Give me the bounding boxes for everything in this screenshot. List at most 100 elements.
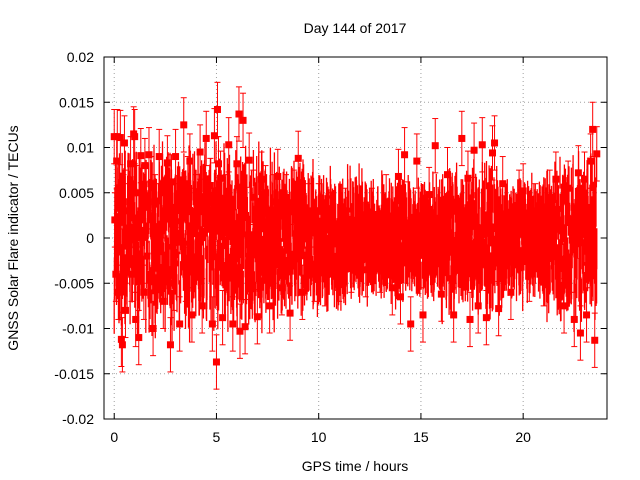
square-marker (128, 270, 136, 278)
data-point (470, 122, 478, 178)
square-marker (121, 306, 129, 314)
data-point (341, 187, 349, 244)
square-marker (235, 110, 243, 118)
data-point (466, 291, 474, 348)
square-marker (327, 216, 335, 224)
square-marker (507, 288, 515, 296)
square-marker (593, 150, 601, 158)
square-marker (270, 198, 278, 206)
data-point (425, 166, 433, 223)
data-point (151, 174, 159, 230)
data-point (222, 174, 230, 230)
square-marker (229, 320, 237, 328)
data-point (282, 174, 290, 230)
data-point (159, 273, 167, 329)
square-marker (172, 153, 180, 161)
data-point (180, 97, 188, 153)
square-marker (136, 216, 144, 224)
square-marker (233, 160, 241, 168)
data-point (235, 86, 243, 142)
data-point (137, 127, 145, 184)
square-marker (294, 154, 302, 162)
square-marker (236, 327, 244, 335)
square-marker (188, 311, 196, 319)
square-marker (241, 323, 249, 331)
square-marker (120, 139, 128, 147)
y-tick-labels: -0.02 -0.015 -0.01 -0.005 0 0.005 0.01 0.015 0.0… (54, 49, 94, 427)
square-marker (591, 336, 599, 344)
square-marker (515, 193, 523, 201)
square-marker (388, 284, 396, 292)
data-point (202, 110, 210, 167)
data-point (213, 81, 221, 138)
data-point (388, 260, 396, 316)
square-marker (401, 151, 409, 159)
square-marker (495, 305, 503, 313)
data-point (458, 110, 466, 167)
square-marker (413, 157, 421, 165)
data-point (225, 117, 233, 173)
square-marker (396, 293, 404, 301)
square-marker (274, 172, 282, 180)
data-point (482, 289, 490, 346)
square-marker (470, 146, 478, 154)
square-marker (488, 149, 496, 157)
data-point (118, 317, 126, 373)
data-point (570, 291, 578, 348)
square-marker (210, 132, 218, 140)
x-tick-label: 10 (311, 429, 327, 445)
square-marker (574, 169, 582, 177)
data-point (431, 118, 439, 174)
data-point (120, 115, 128, 171)
data-point (394, 148, 402, 205)
y-tick-label: -0.015 (54, 366, 94, 382)
square-marker (560, 302, 568, 310)
data-point (186, 133, 194, 189)
square-marker (482, 314, 490, 322)
square-marker (159, 297, 167, 305)
square-marker (552, 175, 560, 183)
square-marker (311, 270, 319, 278)
data-point (206, 157, 214, 214)
square-marker (425, 191, 433, 199)
square-marker (132, 315, 140, 323)
square-marker (170, 279, 178, 287)
data-point (591, 312, 599, 368)
data-point (286, 285, 294, 341)
data-point (278, 260, 286, 316)
data-point (560, 278, 568, 334)
square-marker (147, 180, 155, 188)
y-tick-label: -0.005 (54, 275, 94, 291)
square-marker (163, 159, 171, 167)
y-tick-label: 0.015 (59, 94, 94, 110)
square-marker (219, 314, 227, 322)
data-point (170, 255, 178, 311)
data-point (116, 109, 124, 166)
data-point (192, 174, 200, 230)
data-point (163, 135, 171, 191)
square-marker (419, 311, 427, 319)
data-point (149, 300, 157, 357)
data-point (382, 174, 390, 230)
square-marker (239, 116, 247, 124)
square-marker (135, 334, 143, 342)
square-marker (286, 309, 294, 317)
data-point (587, 133, 595, 189)
data-point (257, 151, 265, 207)
square-marker (298, 288, 306, 296)
data-point (241, 299, 249, 355)
square-marker (184, 180, 192, 188)
square-marker (464, 174, 472, 182)
y-tick-label: 0.005 (59, 185, 94, 201)
data-point (311, 246, 319, 302)
data-point (176, 296, 184, 352)
data-point (499, 156, 507, 212)
data-point (208, 296, 216, 352)
data-point (245, 132, 253, 188)
square-marker (278, 284, 286, 292)
square-marker (587, 157, 595, 165)
y-tick-label: 0.01 (67, 140, 94, 156)
x-tick-label: 15 (413, 429, 429, 445)
square-marker (478, 141, 486, 149)
